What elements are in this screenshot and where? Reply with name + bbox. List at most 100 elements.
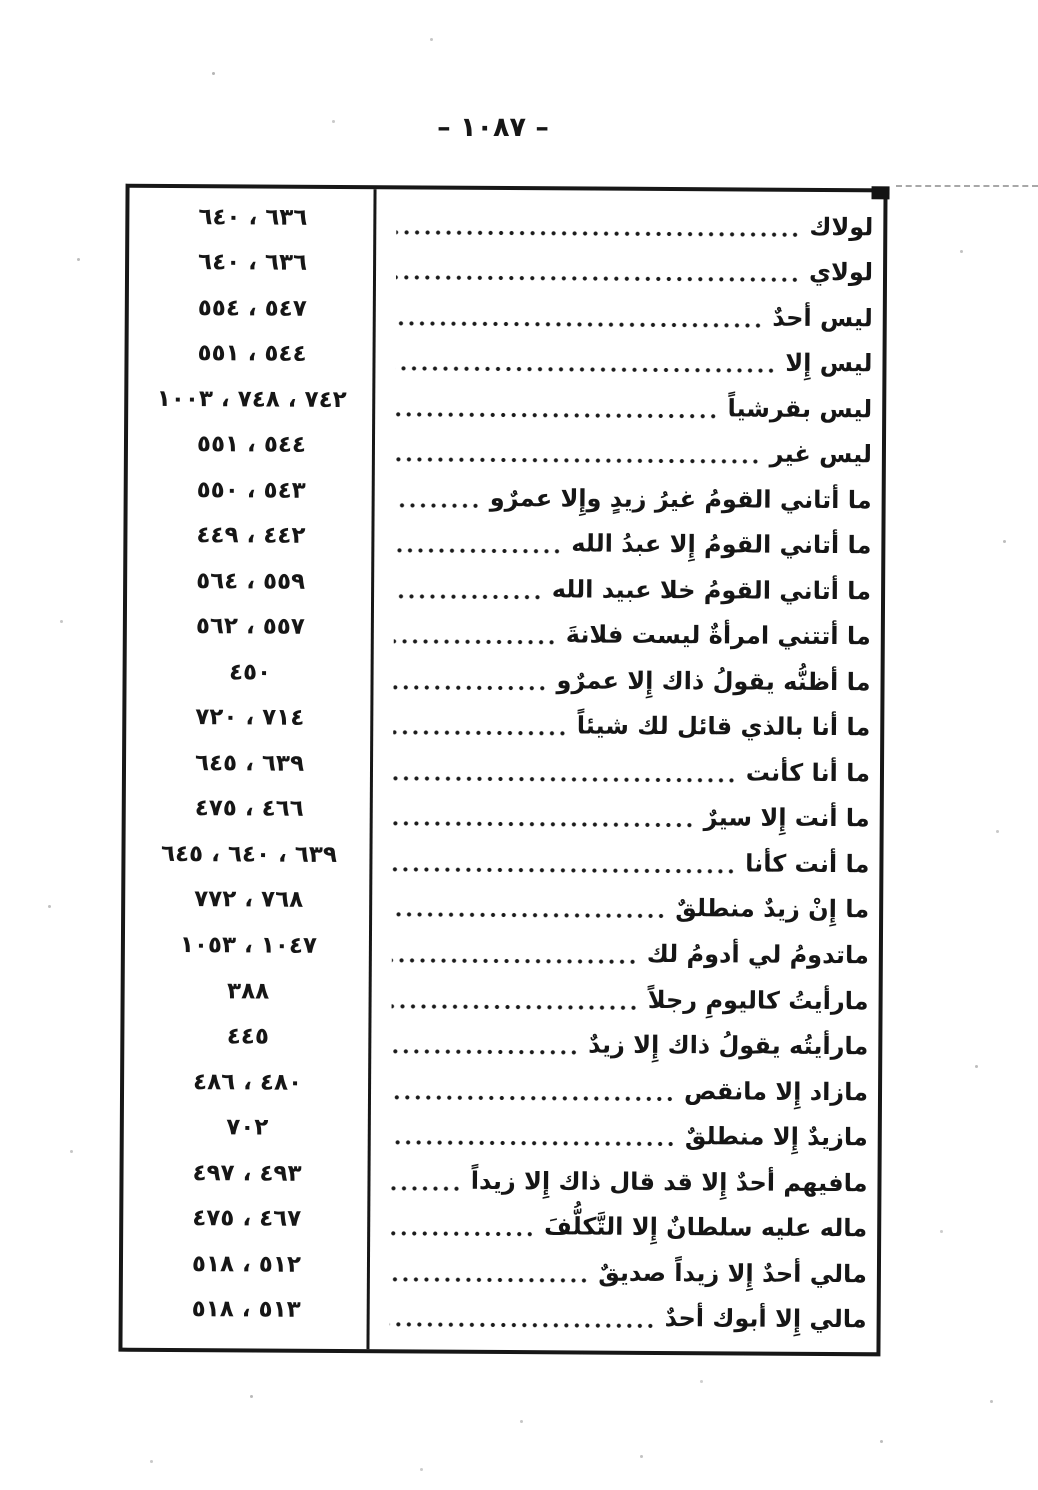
- entry-text: مارأيتُه يقولُ ذاك إِلا زيدٌ: [588, 1030, 869, 1061]
- dotted-leader: [393, 637, 557, 647]
- entry-text: ما إِنْ زيدٌ منطلقٌ: [675, 894, 870, 924]
- entry-cell: ما إِنْ زيدٌ منطلقٌ: [372, 893, 879, 924]
- dotted-leader: [392, 910, 667, 921]
- entry-cell: ما أنت كأنا: [372, 847, 879, 878]
- entry-cell: ما أنت إِلا سيرٌ: [373, 802, 880, 833]
- page-numbers: ٤٤٢ ، ٤٤٩: [196, 522, 306, 550]
- entry-text: ليس أحدٌ: [772, 303, 873, 333]
- scan-speckles: [0, 0, 3, 3]
- index-row: ليس غير ٥٤٤ ، ٥٥١: [128, 427, 882, 477]
- dotted-leader: [394, 592, 543, 602]
- entry-text: مالي إِلا أبوك أحدٌ: [664, 1304, 867, 1334]
- entry-text: ما أتتني امرأةٌ ليست فلانةَ: [565, 620, 871, 651]
- index-row: ما أنا بالذي قائل لك شيئاً ٧١٤ ، ٧٢٠: [126, 700, 880, 750]
- dotted-leader: [390, 1138, 676, 1149]
- index-row: مالي أحدٌ إِلا زيداً صديقٌ ٥١٢ ، ٥١٨: [123, 1247, 877, 1297]
- page-numbers: ٧٦٨ ، ٧٧٢: [194, 886, 304, 914]
- index-row: ما أنت كأنا ٦٣٩ ، ٦٤٠ ، ٦٤٥: [125, 837, 879, 887]
- index-row: ما أتاني القومُ خلا عبيد الله ٥٥٩ ، ٥٦٤: [127, 564, 881, 614]
- index-row: مافيهم أحدٌ إِلا قد قال ذاك إِلا زيداً ٤…: [123, 1156, 877, 1206]
- index-row: ما أنا كأنت ٦٣٩ ، ٦٤٥: [126, 746, 880, 796]
- entry-cell: مالي أحدٌ إِلا زيداً صديقٌ: [370, 1257, 877, 1288]
- entry-cell: ماله عليه سلطانٌ إِلا التَّكلُّفَ: [370, 1211, 877, 1242]
- page-numbers: ٦٣٦ ، ٦٤٠: [198, 203, 308, 231]
- index-row: ما إِنْ زيدٌ منطلقٌ ٧٦٨ ، ٧٧٢: [125, 882, 879, 932]
- dotted-leader: [392, 865, 737, 876]
- page-numbers: ٥٤٧ ، ٥٥٤: [197, 294, 307, 322]
- entry-text: مازاد إِلا مانقص: [684, 1076, 869, 1106]
- index-row: لولاي ٦٣٦ ، ٦٤٠: [129, 245, 883, 295]
- entry-cell: ما أتتني امرأةٌ ليست فلانةَ: [374, 620, 881, 651]
- entry-cell: ليس إِلا: [375, 347, 882, 378]
- page-numbers: ٧٠٢: [226, 1114, 269, 1141]
- entry-cell: ما أنا كأنت: [373, 756, 880, 787]
- index-row: مازاد إِلا مانقص ٤٨٠ ، ٤٨٦: [124, 1064, 878, 1114]
- entry-text: ما أتاني القومُ إِلا عبدُ الله: [571, 529, 872, 560]
- entry-text: مارأيتُ كاليومِ رجلاً: [647, 985, 869, 1015]
- entry-text: ما أظنُّه يقولُ ذاك إِلا عمرٌو: [556, 666, 871, 697]
- entry-cell: مارأيتُه يقولُ ذاك إِلا زيدٌ: [371, 1029, 878, 1060]
- entry-cell: ما أظنُّه يقولُ ذاك إِلا عمرٌو: [373, 665, 880, 696]
- dotted-leader: [392, 819, 695, 830]
- dotted-leader: [390, 1183, 462, 1193]
- dotted-leader: [391, 1047, 580, 1057]
- entry-text: ما أنت كأنا: [745, 849, 870, 879]
- dotted-leader: [394, 546, 563, 556]
- dotted-leader: [394, 501, 481, 510]
- dotted-leader: [395, 273, 801, 285]
- entry-cell: مافيهم أحدٌ إِلا قد قال ذاك إِلا زيداً: [370, 1166, 877, 1197]
- page-numbers: ٥٤٣ ، ٥٥٠: [196, 476, 306, 504]
- index-table: لولاك ٦٣٦ ، ٦٤٠ لولاي ٦٣٦ ، ٦٤٠ ليس أحدٌ…: [118, 183, 888, 1357]
- index-row: ماتدومُ لي أدومُ لك ١٠٤٧ ، ١٠٥٣: [125, 928, 879, 978]
- index-row: ماله عليه سلطانٌ إِلا التَّكلُّفَ ٤٦٧ ، …: [123, 1201, 877, 1251]
- entry-text: ما أتاني القومُ غيرُ زيدٍ وإِلا عمرٌو: [489, 483, 872, 515]
- index-row: ما أظنُّه يقولُ ذاك إِلا عمرٌو ٤٥٠: [126, 655, 880, 705]
- index-row: مازيدٌ إِلا منطلقٌ ٧٠٢: [124, 1110, 878, 1160]
- entry-text: ليس إِلا: [785, 349, 873, 378]
- dotted-leader: [389, 1320, 656, 1331]
- dotted-leader: [396, 228, 801, 239]
- page-numbers: ٣٨٨: [227, 977, 270, 1005]
- entry-cell: ليس غير: [375, 438, 882, 469]
- page-numbers: ٦٣٦ ، ٦٤٠: [198, 249, 308, 277]
- index-row: ما أتاني القومُ إِلا عبدُ الله ٤٤٢ ، ٤٤٩: [127, 518, 881, 568]
- entry-cell: ما أنا بالذي قائل لك شيئاً: [373, 711, 880, 742]
- dotted-leader: [391, 1001, 639, 1012]
- index-row: مالي إِلا أبوك أحدٌ ٥١٣ ، ٥١٨: [123, 1292, 877, 1342]
- index-row: ليس أحدٌ ٥٤٧ ، ٥٥٤: [129, 291, 883, 341]
- index-row: مارأيتُ كاليومِ رجلاً ٣٨٨: [124, 973, 878, 1023]
- dotted-leader: [391, 956, 638, 966]
- entry-cell: مالي إِلا أبوك أحدٌ: [370, 1302, 877, 1333]
- entry-text: ما أنا بالذي قائل لك شيئاً: [576, 711, 871, 742]
- index-row: ليس إِلا ٥٤٤ ، ٥٥١: [128, 336, 882, 386]
- page-numbers: ٥٥٧ ، ٥٦٢: [195, 613, 305, 641]
- entry-text: لولاي: [809, 258, 874, 287]
- page-numbers: ٥٤٤ ، ٥٥١: [197, 340, 307, 368]
- dotted-leader: [393, 728, 568, 738]
- entry-cell: مازيدٌ إِلا منطلقٌ: [371, 1120, 878, 1151]
- page-numbers: ٥١٣ ، ٥١٨: [191, 1296, 301, 1323]
- entry-cell: ما أتاني القومُ غيرُ زيدٍ وإِلا عمرٌو: [375, 483, 882, 514]
- page-numbers: ٤٨٠ ، ٤٨٦: [192, 1068, 303, 1096]
- dotted-leader: [395, 364, 777, 375]
- dotted-leader: [390, 1229, 536, 1239]
- entry-text: مازيدٌ إِلا منطلقٌ: [684, 1122, 868, 1152]
- scan-artifact-line: [896, 185, 1038, 187]
- entry-text: ماله عليه سلطانٌ إِلا التَّكلُّفَ: [543, 1212, 868, 1243]
- entry-text: ما أنا كأنت: [745, 758, 871, 788]
- entry-cell: مارأيتُ كاليومِ رجلاً: [372, 984, 879, 1015]
- entry-cell: ما أتاني القومُ خلا عبيد الله: [374, 574, 881, 605]
- dotted-leader: [395, 410, 719, 421]
- index-row: مارأيتُه يقولُ ذاك إِلا زيدٌ ٤٤٥: [124, 1019, 878, 1069]
- entry-text: ماتدومُ لي أدومُ لك: [646, 939, 869, 970]
- entry-text: ليس غير: [769, 439, 873, 469]
- entry-cell: ليس بقرشياً: [375, 392, 882, 423]
- entry-text: ليس بقرشياً: [727, 394, 873, 424]
- dotted-leader: [392, 774, 737, 785]
- page-numbers: ٤٥٠: [228, 659, 272, 686]
- entry-cell: مازاد إِلا مانقص: [371, 1075, 878, 1106]
- entry-text: ما أتاني القومُ خلا عبيد الله: [551, 575, 872, 606]
- index-row: ما أنت إِلا سيرٌ ٤٦٦ ، ٤٧٥: [126, 791, 880, 841]
- entry-text: ما أنت إِلا سيرٌ: [703, 803, 870, 833]
- entry-text: لولاك: [809, 212, 874, 242]
